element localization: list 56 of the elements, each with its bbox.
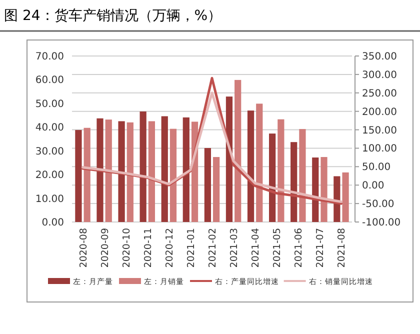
bar <box>96 118 104 222</box>
bar <box>204 148 211 222</box>
bar <box>118 121 125 222</box>
bar <box>213 157 220 222</box>
y2-tick-label: 50.00 <box>362 162 391 174</box>
y2-tick-label: 250.00 <box>362 88 397 100</box>
bar <box>342 172 349 222</box>
bar <box>126 122 134 222</box>
bar <box>234 80 242 222</box>
bar <box>269 134 276 222</box>
x-tick-label: 2021-08 <box>336 228 348 268</box>
y-tick-label: 10.00 <box>35 194 64 205</box>
bar <box>75 130 82 222</box>
x-tick-label: 2020-12 <box>164 228 176 268</box>
y-tick-label: 50.00 <box>35 98 64 110</box>
bar <box>148 121 155 222</box>
x-tick-label: 2020-10 <box>121 228 132 268</box>
bar <box>226 96 233 222</box>
y2-tick-label: 150.00 <box>362 125 397 136</box>
x-tick-label: 2020-11 <box>142 228 154 268</box>
x-tick-label: 2021-01 <box>186 228 197 268</box>
bar <box>256 104 263 222</box>
x-tick-label: 2021-04 <box>250 228 262 268</box>
bar <box>182 117 190 222</box>
chart-title: 图 24：货车产销情况（万辆，%） <box>4 8 222 24</box>
y2-tick-label: 200.00 <box>362 106 397 118</box>
bar <box>299 129 306 222</box>
x-tick-label: 2021-05 <box>272 228 284 268</box>
y2-tick-label: 350.00 <box>362 52 397 62</box>
bar <box>170 128 177 222</box>
bar <box>161 116 168 222</box>
y-tick-label: 0.00 <box>42 218 64 228</box>
bar <box>320 157 328 222</box>
y-tick-label: 40.00 <box>35 122 64 134</box>
bar <box>84 128 90 222</box>
y2-tick-label: -50.00 <box>362 199 394 210</box>
bar <box>290 142 298 222</box>
bar <box>278 119 284 222</box>
x-tick-label: 2021-07 <box>315 228 326 268</box>
x-tick-label: 2020-08 <box>78 228 90 268</box>
x-tick-label: 2020-09 <box>100 228 111 268</box>
x-tick-label: 2021-02 <box>208 228 218 268</box>
y-tick-label: 20.00 <box>35 170 64 182</box>
bar <box>247 110 254 222</box>
bar <box>140 111 146 222</box>
y2-tick-label: 0.00 <box>362 180 384 192</box>
y2-tick-label: -100.00 <box>362 218 401 228</box>
bar <box>105 120 112 222</box>
y2-tick-label: 100.00 <box>362 144 397 155</box>
y-tick-label: 60.00 <box>35 75 64 86</box>
bar <box>312 157 319 222</box>
x-tick-label: 2021-06 <box>294 228 305 268</box>
y-tick-label: 30.00 <box>35 146 64 158</box>
y2-tick-label: 300.00 <box>362 70 397 81</box>
y-tick-label: 70.00 <box>35 52 64 62</box>
x-tick-label: 2021-03 <box>229 228 240 268</box>
